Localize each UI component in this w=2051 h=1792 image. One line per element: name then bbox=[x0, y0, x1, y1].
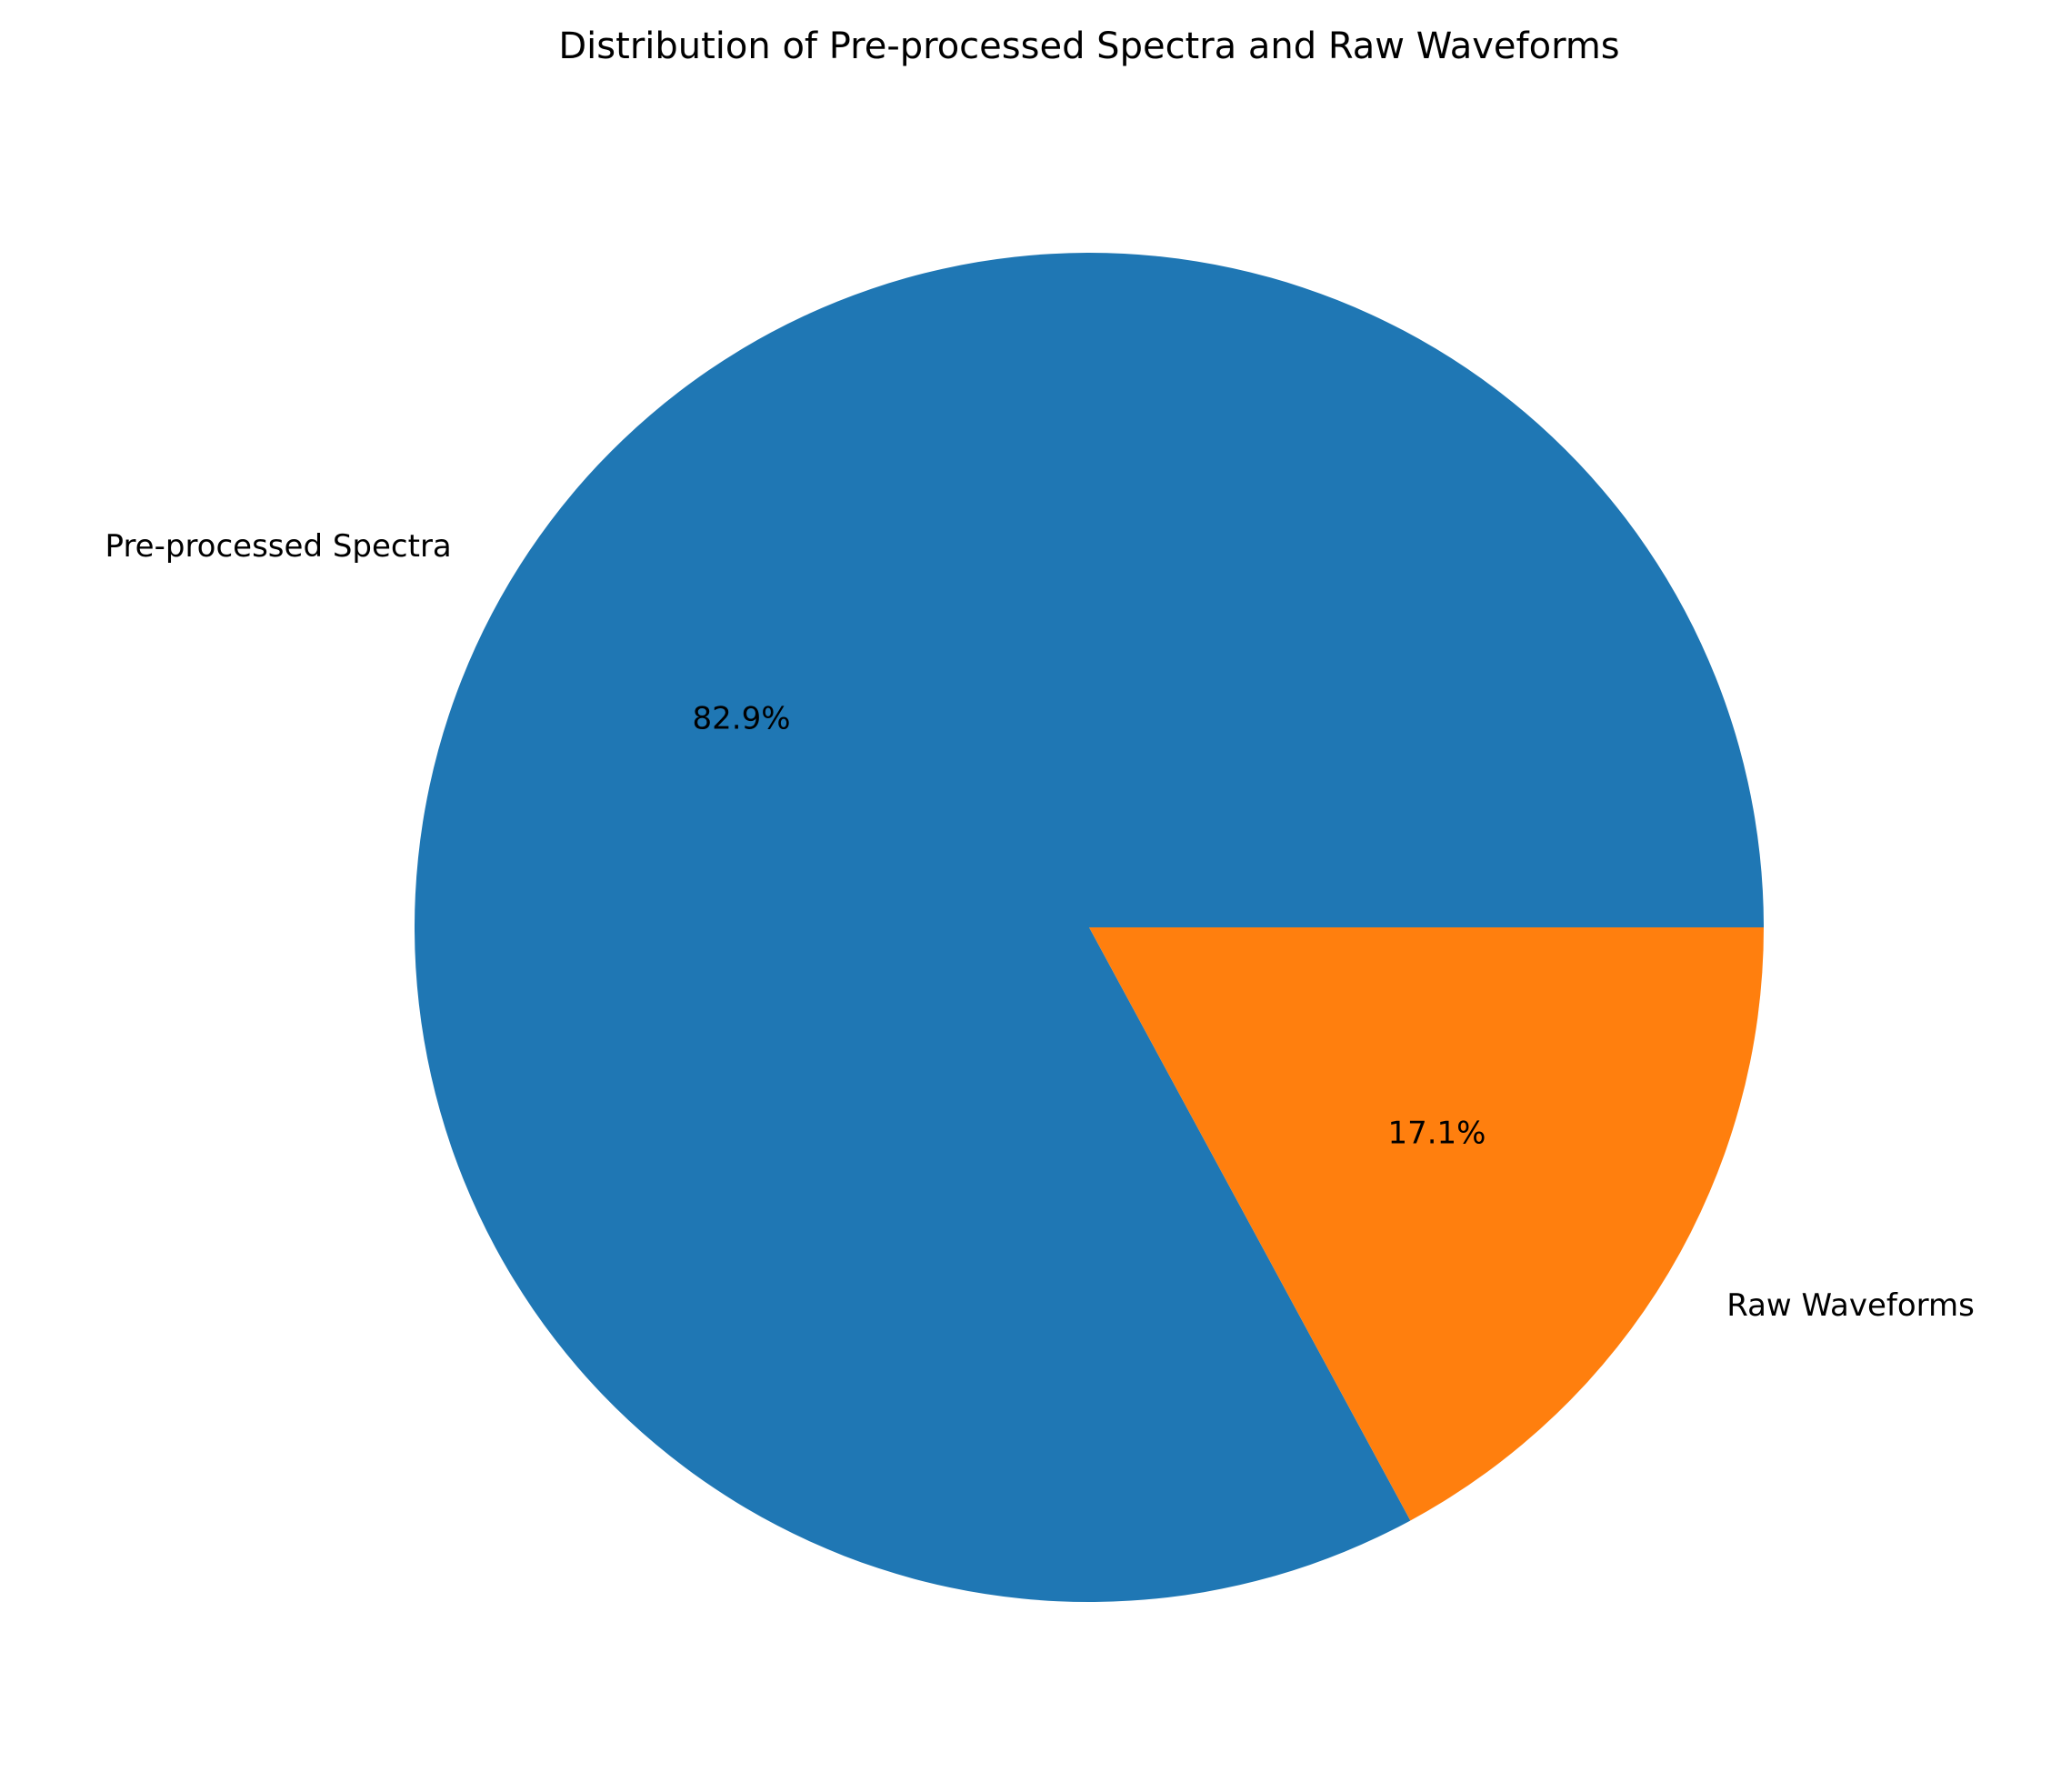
pie-slice-1 bbox=[1089, 927, 1764, 1521]
slice-percent-1: 17.1% bbox=[1387, 1115, 1486, 1151]
slice-label-1: Raw Waveforms bbox=[1726, 1287, 1975, 1324]
pie-labels: Pre-processed Spectra 82.9% Raw Waveforms 1… bbox=[105, 528, 1975, 1324]
slice-percent-0: 82.9% bbox=[693, 701, 791, 737]
chart-title: Distribution of Pre-processed Spectra an… bbox=[558, 25, 1619, 67]
pie-slices bbox=[414, 253, 1764, 1603]
slice-label-0: Pre-processed Spectra bbox=[105, 528, 452, 565]
pie-slice-0 bbox=[414, 253, 1764, 1603]
